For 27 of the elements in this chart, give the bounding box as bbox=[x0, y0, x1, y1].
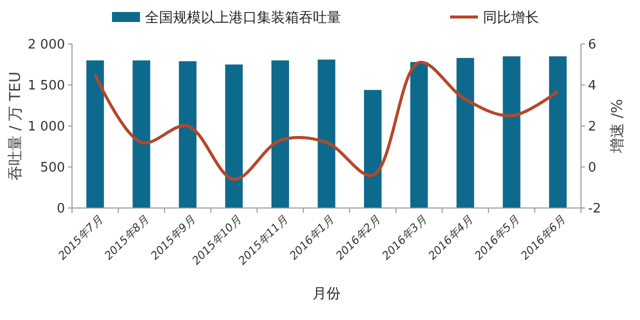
y-tick-label: 0 bbox=[56, 202, 65, 217]
y-axis-title: 吞吐量 / 万 TEU bbox=[6, 72, 24, 180]
x-axis-title: 月份 bbox=[312, 286, 340, 302]
y2-tick-label: 4 bbox=[588, 78, 596, 94]
y-tick-label: 1 000 bbox=[28, 120, 65, 135]
y2-tick-label: 0 bbox=[588, 160, 596, 176]
y2-tick-label: 6 bbox=[588, 38, 596, 53]
bar bbox=[502, 56, 520, 208]
y2-axis-title: 增速 /% bbox=[608, 98, 626, 154]
y-tick-label: 500 bbox=[40, 160, 65, 176]
legend-label: 全国规模以上港口集装箱吞吐量 bbox=[145, 10, 341, 26]
legend-label: 同比增长 bbox=[483, 10, 539, 26]
bar bbox=[318, 60, 336, 208]
y2-tick-label: -2 bbox=[588, 202, 601, 217]
bar bbox=[132, 60, 150, 208]
bar bbox=[86, 60, 104, 208]
bar bbox=[225, 64, 243, 208]
bar bbox=[271, 60, 290, 208]
bar bbox=[549, 56, 567, 208]
y-tick-label: 2 000 bbox=[28, 38, 65, 53]
bar bbox=[456, 58, 474, 208]
bar bbox=[178, 61, 196, 208]
y-tick-label: 1 500 bbox=[28, 78, 65, 94]
line-series bbox=[94, 60, 560, 181]
y2-tick-label: 2 bbox=[588, 120, 596, 135]
bar bbox=[364, 90, 382, 208]
bar bbox=[410, 62, 428, 208]
